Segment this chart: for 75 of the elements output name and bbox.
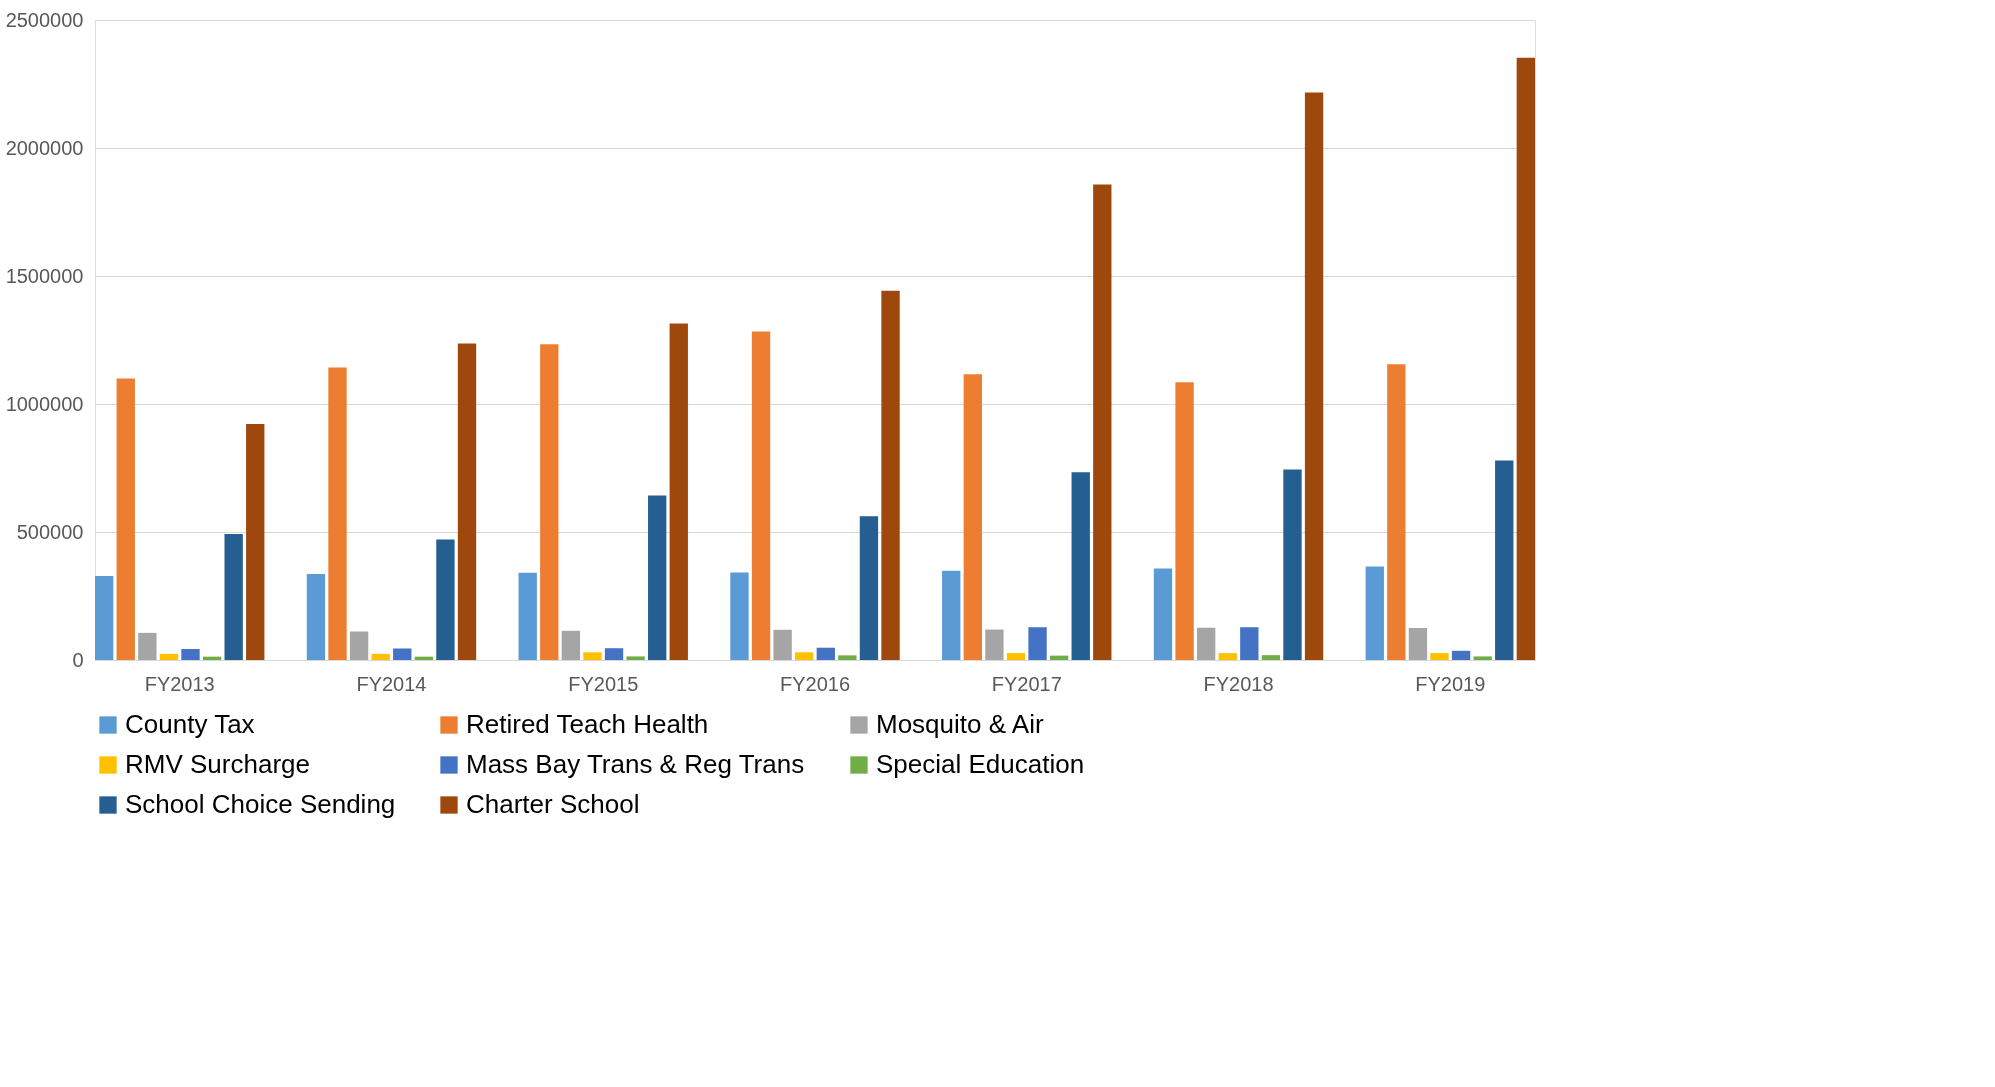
legend-label: School Choice Sending [125, 789, 396, 819]
bar [942, 570, 961, 660]
bar [328, 367, 347, 660]
legend-label: Charter School [466, 789, 640, 819]
bar [1473, 656, 1492, 660]
y-tick-label: 0 [72, 648, 84, 671]
bar [1093, 184, 1112, 660]
bar [1049, 655, 1069, 660]
bar [1495, 460, 1514, 660]
bar [457, 343, 477, 660]
bar [881, 290, 900, 660]
y-tick-label: 1500000 [5, 264, 84, 287]
bar [1451, 650, 1471, 660]
bar [1304, 92, 1324, 660]
x-tick-label: FY2019 [1415, 672, 1486, 695]
bar [751, 331, 771, 660]
y-tick-label: 2500000 [5, 8, 84, 31]
bar [604, 648, 624, 660]
bar [224, 534, 243, 660]
bar [1006, 653, 1026, 660]
x-tick-label: FY2018 [1203, 672, 1274, 695]
bar [306, 573, 326, 660]
bar [1365, 566, 1384, 660]
bar [1218, 653, 1237, 660]
legend-label: Mass Bay Trans & Reg Trans [466, 749, 805, 779]
bar [561, 630, 581, 660]
bar [1196, 627, 1216, 660]
bar [795, 652, 814, 660]
bar [1408, 628, 1428, 660]
legend-label: RMV Surcharge [125, 749, 310, 779]
bar [859, 516, 879, 660]
bar [963, 374, 982, 660]
legend-label: Special Education [876, 749, 1085, 779]
bar [138, 632, 157, 660]
x-tick-label: FY2015 [568, 672, 639, 695]
bar [838, 655, 857, 660]
legend-label: Mosquito & Air [876, 709, 1044, 739]
bar [985, 629, 1004, 660]
bar [246, 423, 265, 660]
bar [730, 572, 749, 660]
bar [159, 653, 179, 660]
legend-label: Retired Teach Health [466, 709, 709, 739]
x-tick-label: FY2017 [991, 672, 1062, 695]
y-tick-label: 2000000 [5, 136, 84, 159]
bar [669, 323, 688, 660]
bar [773, 629, 792, 660]
y-tick-label: 500000 [16, 520, 84, 543]
bar [816, 647, 835, 660]
bar [181, 648, 200, 660]
y-tick-label: 1000000 [5, 392, 84, 415]
bar [1071, 472, 1090, 660]
bar [626, 656, 645, 660]
bar [1430, 653, 1449, 660]
bar [116, 378, 135, 660]
bar [1153, 568, 1173, 660]
bar [393, 648, 412, 660]
bar [1261, 655, 1281, 660]
bar [648, 495, 667, 660]
bar [95, 576, 114, 660]
bar [436, 539, 455, 660]
bar [583, 652, 602, 660]
bar [1387, 364, 1406, 660]
bar [1028, 627, 1047, 660]
legend-label: County Tax [125, 709, 255, 739]
x-tick-label: FY2016 [779, 672, 851, 695]
bar [371, 653, 390, 660]
bar [1516, 57, 1535, 660]
bar [540, 344, 559, 660]
bar [1175, 382, 1194, 660]
bar [1283, 469, 1302, 660]
bar [1240, 627, 1259, 660]
bar [349, 631, 369, 660]
bar [518, 572, 537, 660]
x-tick-label: FY2013 [144, 672, 215, 695]
x-tick-label: FY2014 [356, 672, 427, 695]
